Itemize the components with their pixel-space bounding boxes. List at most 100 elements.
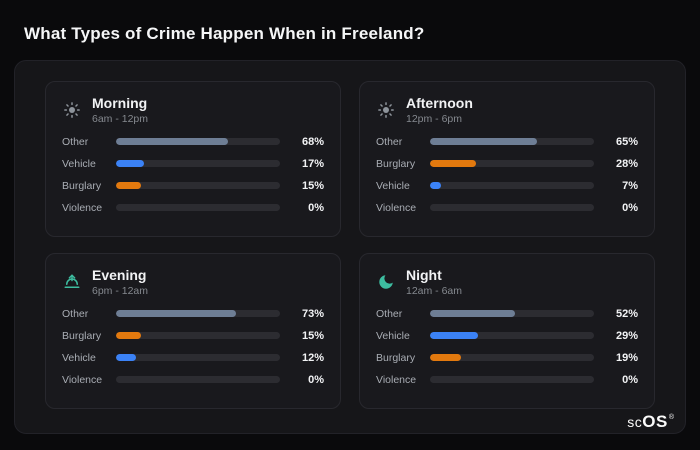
time-card-afternoon: Afternoon 12pm - 6pm Other 65% Burglary … — [359, 81, 655, 237]
bar-fill — [430, 354, 462, 362]
bar-track — [116, 138, 280, 146]
sun-icon — [376, 100, 396, 120]
row-label: Other — [62, 135, 89, 148]
card-header: Morning 6am - 12pm — [62, 95, 324, 125]
bar-track — [116, 332, 280, 340]
row-label: Burglary — [62, 329, 102, 342]
bar-fill — [430, 138, 537, 146]
card-header-text: Evening 6pm - 12am — [92, 267, 148, 297]
card-header-text: Morning 6am - 12pm — [92, 95, 148, 125]
bar-track — [430, 354, 594, 362]
row-label: Vehicle — [376, 179, 410, 192]
row-percent: 19% — [615, 351, 638, 364]
bar-row: Violence 0% — [376, 201, 638, 214]
card-subtitle: 6am - 12pm — [92, 113, 149, 126]
bar-row: Burglary 28% — [376, 157, 638, 170]
card-header-text: Night 12am - 6am — [406, 267, 462, 297]
bar-track — [430, 182, 594, 190]
bar-row: Vehicle 7% — [376, 179, 638, 192]
brand-prefix: sc — [627, 414, 643, 430]
bar-fill — [430, 332, 478, 340]
row-percent: 0% — [308, 201, 324, 214]
bar-row: Violence 0% — [62, 201, 324, 214]
row-label: Violence — [376, 201, 417, 214]
row-label: Vehicle — [62, 157, 96, 170]
row-percent: 68% — [301, 135, 324, 148]
card-header: Afternoon 12pm - 6pm — [376, 95, 638, 125]
bar-row: Violence 0% — [62, 373, 324, 386]
row-label: Other — [376, 135, 403, 148]
bar-track — [116, 310, 280, 318]
bar-track — [430, 160, 594, 168]
card-header: Evening 6pm - 12am — [62, 267, 324, 297]
scos-logo: sc OS ® — [627, 412, 674, 432]
row-percent: 65% — [615, 135, 638, 148]
row-percent: 29% — [615, 329, 638, 342]
cards-grid: Morning 6am - 12pm Other 68% Vehicle 17% — [45, 81, 655, 409]
row-percent: 0% — [622, 201, 638, 214]
page-title: What Types of Crime Happen When in Freel… — [24, 24, 425, 43]
row-label: Vehicle — [62, 351, 96, 364]
row-percent: 0% — [622, 373, 638, 386]
bar-row: Vehicle 17% — [62, 157, 324, 170]
bar-track — [116, 204, 280, 212]
bar-fill — [430, 160, 476, 168]
card-title: Morning — [92, 95, 148, 111]
bar-fill — [116, 354, 136, 362]
row-label: Vehicle — [376, 329, 410, 342]
row-label: Violence — [62, 373, 103, 386]
row-percent: 0% — [308, 373, 324, 386]
card-subtitle: 6pm - 12am — [92, 285, 149, 298]
bar-track — [430, 310, 594, 318]
sunset-icon — [62, 272, 82, 292]
card-title: Evening — [92, 267, 147, 283]
bar-list: Other 68% Vehicle 17% Burglary 15% — [62, 135, 324, 214]
row-percent: 15% — [301, 179, 324, 192]
bar-list: Other 52% Vehicle 29% Burglary 19% — [376, 307, 638, 386]
sun-icon — [62, 100, 82, 120]
bar-row: Other 73% — [62, 307, 324, 320]
bar-fill — [116, 138, 228, 146]
moon-icon — [376, 272, 396, 292]
row-label: Burglary — [376, 351, 416, 364]
bar-track — [430, 138, 594, 146]
dashboard-panel: Morning 6am - 12pm Other 68% Vehicle 17% — [14, 60, 686, 434]
bar-row: Vehicle 12% — [62, 351, 324, 364]
bar-fill — [116, 160, 144, 168]
time-card-night: Night 12am - 6am Other 52% Vehicle 29% — [359, 253, 655, 409]
card-header: Night 12am - 6am — [376, 267, 638, 297]
row-percent: 52% — [615, 307, 638, 320]
row-label: Burglary — [376, 157, 416, 170]
bar-row: Burglary 15% — [62, 179, 324, 192]
card-subtitle: 12pm - 6pm — [406, 113, 463, 126]
row-percent: 73% — [301, 307, 324, 320]
bar-row: Burglary 19% — [376, 351, 638, 364]
card-title: Night — [406, 267, 442, 283]
bar-fill — [430, 182, 442, 190]
bar-track — [430, 204, 594, 212]
bar-track — [430, 332, 594, 340]
bar-row: Burglary 15% — [62, 329, 324, 342]
row-label: Other — [62, 307, 89, 320]
row-label: Violence — [376, 373, 417, 386]
bar-fill — [116, 332, 141, 340]
bar-track — [116, 182, 280, 190]
card-header-text: Afternoon 12pm - 6pm — [406, 95, 473, 125]
bar-track — [430, 376, 594, 384]
bar-track — [116, 160, 280, 168]
registered-mark: ® — [668, 414, 674, 421]
bar-row: Other 52% — [376, 307, 638, 320]
bar-fill — [116, 310, 236, 318]
time-card-evening: Evening 6pm - 12am Other 73% Burglary 15… — [45, 253, 341, 409]
bar-row: Other 68% — [62, 135, 324, 148]
row-percent: 17% — [301, 157, 324, 170]
bar-track — [116, 354, 280, 362]
bar-row: Vehicle 29% — [376, 329, 638, 342]
bar-list: Other 65% Burglary 28% Vehicle 7% — [376, 135, 638, 214]
time-card-morning: Morning 6am - 12pm Other 68% Vehicle 17% — [45, 81, 341, 237]
row-label: Other — [376, 307, 403, 320]
bar-list: Other 73% Burglary 15% Vehicle 12% — [62, 307, 324, 386]
bar-fill — [430, 310, 516, 318]
card-subtitle: 12am - 6am — [406, 285, 463, 298]
